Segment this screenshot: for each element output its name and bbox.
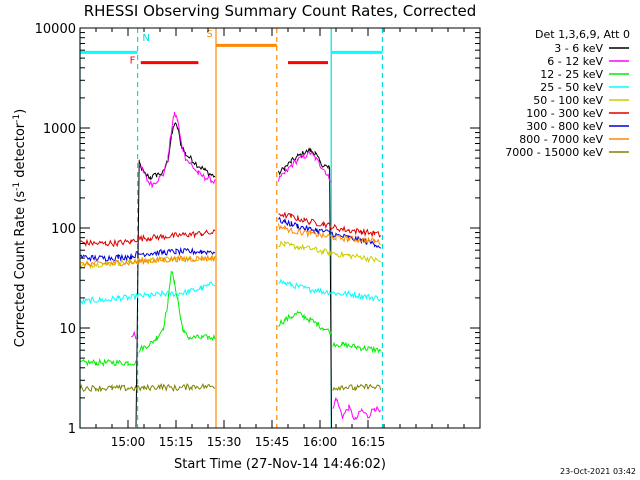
- y-axis-label: Corrected Count Rate (s-1 detector-1): [12, 109, 28, 347]
- series-1: [131, 111, 382, 420]
- legend-label-5: 100 - 300 keV: [526, 107, 603, 120]
- series-2: [80, 271, 382, 367]
- legend-header: Det 1,3,6,9, Att 0: [535, 28, 630, 41]
- series-2-segment-0: [80, 357, 137, 367]
- series-1-segment-3: [332, 397, 382, 420]
- series-2-segment-3: [332, 341, 382, 354]
- series-5-segment-1: [278, 212, 382, 238]
- x-tick-label-3: 15:45: [255, 435, 290, 449]
- annotation-label-n: N: [142, 33, 149, 44]
- x-tick-label-1: 15:15: [159, 435, 194, 449]
- annotation-bars: N F S: [80, 29, 383, 67]
- series-4-segment-1: [278, 240, 382, 264]
- legend-label-1: 6 - 12 keV: [547, 55, 603, 68]
- y-tick-label-1: 10: [59, 322, 76, 337]
- y-axis-label-sup: -1: [12, 182, 22, 191]
- series-7-segment-0: [80, 254, 216, 269]
- y-axis: 1 10 100 1000 10000: [35, 22, 480, 437]
- x-axis-label: Start Time (27-Nov-14 14:46:02): [174, 457, 386, 472]
- y-tick-label-2: 100: [51, 222, 76, 237]
- y-tick-label-3: 1000: [43, 122, 76, 137]
- x-tick-label-4: 16:00: [303, 435, 338, 449]
- series-8: [80, 382, 382, 393]
- x-tick-label-5: 16:15: [351, 435, 386, 449]
- series-3-segment-0: [80, 281, 216, 306]
- series-2-segment-1: [138, 271, 216, 353]
- series-3: [80, 278, 382, 306]
- annotation-label-f: F: [130, 56, 136, 67]
- x-tick-label-0: 15:00: [111, 435, 146, 449]
- series-5-segment-0: [80, 229, 216, 248]
- legend-label-8: 7000 - 15000 keV: [505, 146, 603, 159]
- legend-label-4: 50 - 100 keV: [533, 94, 603, 107]
- series-2-segment-2: [278, 309, 332, 337]
- series-1-segment-2: [277, 151, 332, 183]
- date-stamp: 23-Oct-2021 03:42: [560, 467, 636, 476]
- series-8-segment-0: [80, 382, 216, 393]
- series-1-segment-1: [138, 111, 216, 188]
- series-5: [80, 212, 382, 248]
- series-6-segment-0: [80, 246, 216, 263]
- legend-label-7: 800 - 7000 keV: [519, 133, 603, 146]
- legend-label-0: 3 - 6 keV: [554, 42, 603, 55]
- legend-label-6: 300 - 800 keV: [526, 120, 603, 133]
- y-tick-label-0: 1: [68, 422, 76, 437]
- series-7-segment-1: [277, 223, 382, 246]
- series-7: [80, 223, 382, 269]
- annotation-label-s: S: [206, 29, 212, 40]
- y-tick-label-4: 10000: [35, 22, 76, 37]
- x-tick-label-2: 15:30: [207, 435, 242, 449]
- series-8-segment-1: [332, 383, 382, 392]
- chart-title: RHESSI Observing Summary Count Rates, Co…: [84, 2, 477, 20]
- series-layer: [80, 111, 382, 428]
- x-axis: 15:00 15:15 15:30 15:45 16:00 16:15: [79, 28, 481, 449]
- y-axis-label-mid: detector: [13, 122, 28, 182]
- legend-label-2: 12 - 25 keV: [540, 68, 603, 81]
- series-0-segment-0: [135, 122, 216, 428]
- y-axis-label-main: Corrected Count Rate (s: [13, 191, 28, 348]
- series-3-segment-1: [278, 278, 382, 303]
- series-1-segment-0: [131, 331, 137, 340]
- y-axis-label-sup2: -1: [12, 114, 22, 123]
- legend-label-3: 25 - 50 keV: [540, 81, 603, 94]
- y-axis-label-end: ): [13, 109, 28, 114]
